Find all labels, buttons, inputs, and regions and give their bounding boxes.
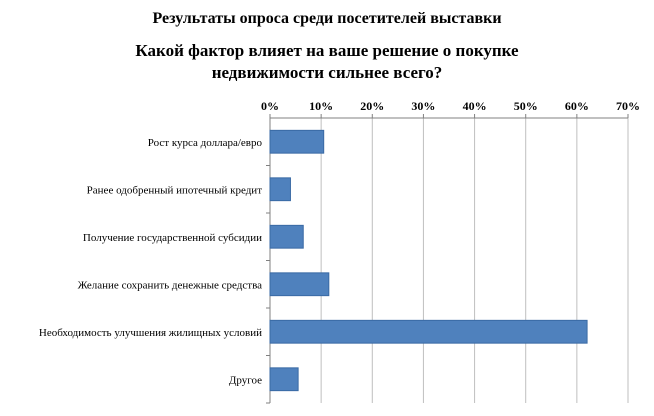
chart-title: Результаты опроса среди посетителей выст… bbox=[152, 10, 502, 27]
chart-subtitle: Какой фактор влияет на ваше решение о по… bbox=[135, 41, 519, 82]
x-tick-label: 20% bbox=[360, 99, 384, 113]
x-tick-label: 10% bbox=[309, 99, 333, 113]
category-label: Желание сохранить денежные средства bbox=[78, 279, 263, 291]
category-label: Получение государственной субсидии bbox=[83, 232, 262, 244]
category-label: Рост курса доллара/евро bbox=[148, 137, 263, 149]
category-label: Другое bbox=[229, 374, 262, 386]
x-tick-label: 0% bbox=[261, 99, 279, 113]
x-tick-label: 40% bbox=[463, 99, 487, 113]
bar bbox=[269, 129, 325, 154]
x-tick-label: 50% bbox=[514, 99, 538, 113]
category-label: Необходимость улучшения жилищных условий bbox=[39, 327, 262, 339]
bar bbox=[269, 177, 291, 202]
bar bbox=[269, 319, 588, 344]
bar bbox=[269, 367, 299, 392]
x-tick-label: 60% bbox=[565, 99, 589, 113]
category-label: Ранее одобренный ипотечный кредит bbox=[87, 184, 263, 196]
bar bbox=[269, 272, 330, 297]
x-tick-label: 30% bbox=[411, 99, 435, 113]
x-tick-label: 70% bbox=[616, 99, 640, 113]
bar bbox=[269, 224, 304, 249]
